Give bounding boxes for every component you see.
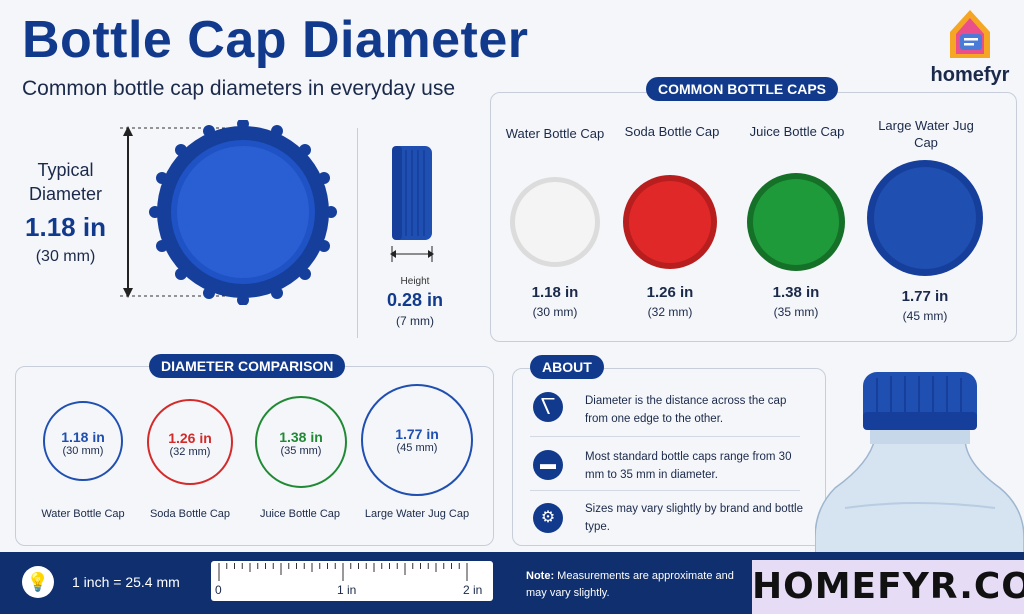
red-cap-icon [623, 175, 717, 269]
page-subtitle: Common bottle cap diameters in everyday … [22, 77, 456, 100]
comparison-name-soda: Soda Bottle Cap [149, 508, 231, 520]
cap-juice-mm: (35 mm) [773, 305, 819, 319]
big-cap-illustration [120, 120, 337, 305]
ruler-label-0: 0 [215, 583, 222, 597]
height-label: Height [400, 276, 430, 287]
gear-icon: ⚙ [533, 503, 563, 533]
note-text: Measurements are approximate and may var… [526, 570, 734, 599]
height-inches: 0.28 in [386, 290, 444, 310]
comparison-name-water: Water Bottle Cap [41, 508, 125, 520]
comparison-circle-water: 1.18 in (30 mm) [43, 401, 123, 481]
about-item-1-text: Diameter is the distance across the cap … [585, 395, 787, 425]
comparison-juice-inches: 1.38 in [279, 429, 323, 445]
cap-water-mm: (30 mm) [532, 305, 578, 319]
bottle-cap-icon [863, 372, 977, 430]
comparison-soda-mm: (32 mm) [169, 446, 211, 458]
ruler-label-2in: 2 in [463, 583, 483, 597]
cap-soda-mm: (32 mm) [647, 305, 693, 319]
logo-text: homefyr [930, 64, 1010, 86]
note-label: Note: [526, 570, 555, 582]
cap-icon: ▬ [533, 450, 563, 480]
common-caps-row [510, 160, 983, 276]
ruler: 0 1 in 2 in [211, 561, 493, 601]
cap-jug-mm: (45 mm) [902, 309, 948, 323]
typical-diameter-label: Typical Diameter [28, 160, 103, 204]
side-cap-illustration [390, 146, 434, 262]
comparison-water-mm: (30 mm) [62, 445, 104, 457]
comparison-jug-mm: (45 mm) [396, 442, 438, 454]
comparison-name-jug: Large Water Jug Cap [364, 508, 470, 520]
footer-note: Note: Measurements are approximate and m… [526, 568, 756, 602]
green-cap-icon [747, 173, 845, 271]
about-heading: ABOUT [530, 355, 604, 379]
site-url[interactable]: HOMEFYR.COM [752, 560, 1024, 614]
homefyr-logo[interactable]: homefyr [920, 4, 1020, 94]
about-item-2-text: Most standard bottle caps range from 30 … [585, 451, 792, 481]
about-divider [530, 436, 800, 437]
height-mm: (7 mm) [396, 314, 434, 328]
comparison-circle-jug: 1.77 in (45 mm) [361, 384, 473, 496]
comparison-juice-mm: (35 mm) [280, 445, 322, 457]
about-item-3-text: Sizes may vary slightly by brand and bot… [585, 503, 803, 533]
typical-diameter-inches: 1.18 in [25, 212, 106, 242]
comparison-circle-juice: 1.38 in (35 mm) [255, 396, 347, 488]
cap-juice-inches: 1.38 in [772, 284, 820, 301]
cap-jug-inches: 1.77 in [901, 288, 949, 305]
cap-name-jug: Large Water Jug Cap [878, 118, 974, 150]
cap-name-soda: Soda Bottle Cap [624, 124, 720, 139]
diameter-comparison-heading: DIAMETER COMPARISON [149, 354, 346, 378]
water-bottle-illustration [815, 372, 1024, 560]
cap-water-inches: 1.18 in [531, 284, 579, 301]
comparison-soda-inches: 1.26 in [168, 430, 212, 446]
ruler-icon: ⎲ [533, 392, 563, 422]
large-blue-cap-icon [867, 160, 983, 276]
white-cap-icon [510, 177, 600, 267]
section-divider [357, 128, 358, 338]
house-logo-icon [950, 10, 990, 58]
lightbulb-icon: 💡 [22, 566, 54, 598]
cap-name-water: Water Bottle Cap [505, 126, 605, 141]
cap-soda-inches: 1.26 in [646, 284, 694, 301]
cap-name-juice: Juice Bottle Cap [749, 124, 845, 139]
typical-diameter-mm: (30 mm) [35, 248, 96, 265]
common-caps-heading: COMMON BOTTLE CAPS [646, 77, 838, 101]
inch-conversion: 1 inch = 25.4 mm [72, 574, 180, 590]
about-panel [512, 368, 826, 546]
page-title: Bottle Cap Diameter [22, 11, 529, 69]
ruler-ticks [218, 563, 468, 581]
comparison-name-juice: Juice Bottle Cap [259, 508, 341, 520]
comparison-circle-soda: 1.26 in (32 mm) [147, 399, 233, 485]
ruler-label-1in: 1 in [337, 583, 357, 597]
comparison-water-inches: 1.18 in [61, 429, 105, 445]
comparison-jug-inches: 1.77 in [395, 426, 439, 442]
blue-cap-icon [149, 120, 337, 305]
about-divider [530, 490, 800, 491]
